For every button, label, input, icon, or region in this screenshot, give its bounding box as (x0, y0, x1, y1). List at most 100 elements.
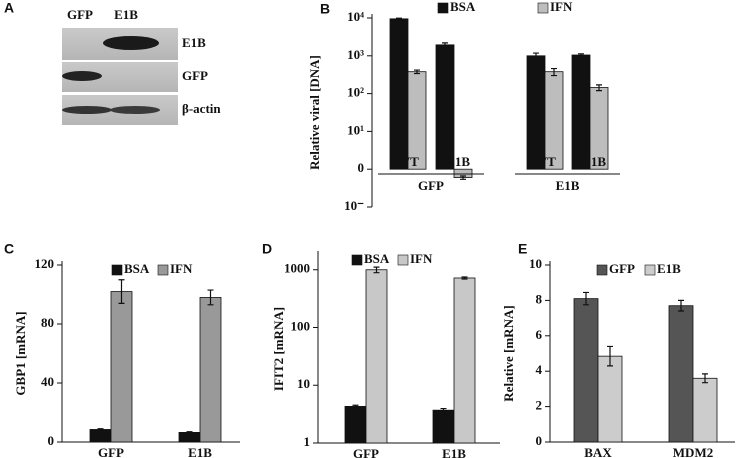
error-bar (533, 52, 539, 60)
y-tick-label: 10² (347, 85, 364, 100)
error-bar (596, 84, 602, 92)
y-tick-label: 10⁻ (344, 198, 364, 213)
error-bar (207, 289, 214, 306)
legend-swatch (351, 254, 363, 266)
bar (344, 406, 367, 444)
x-tick-label: BAX (584, 445, 612, 458)
y-tick-label: 10 (297, 376, 310, 391)
error-bar (702, 373, 708, 384)
y-axis-title: GBP1 [mRNA] (13, 311, 28, 395)
panel-letter: D (262, 241, 272, 257)
y-tick-label: 1 (304, 434, 311, 449)
blot-band (62, 71, 102, 81)
blot-column-label: GFP (67, 7, 93, 22)
x-tick-label: MDM2 (673, 445, 713, 458)
bar (365, 269, 388, 444)
y-tick-label: 2 (536, 398, 543, 413)
y-tick-label: 1000 (284, 261, 310, 276)
error-bar (352, 404, 359, 409)
error-bar (607, 345, 613, 367)
y-axis-title: Relative viral [DNA] (307, 55, 322, 170)
legend-label: BSA (364, 251, 390, 266)
error-bar (583, 291, 589, 306)
bar (571, 54, 591, 170)
x-tick-label: WT (534, 154, 556, 169)
legend-swatch (596, 264, 608, 276)
x-tick-label: ΔE1B (574, 154, 606, 169)
group-label: GFP (418, 178, 444, 193)
y-tick-label: 6 (536, 327, 543, 342)
bar (389, 18, 409, 170)
error-bar (551, 67, 557, 77)
legend-swatch (397, 254, 409, 266)
x-tick-label: WT (397, 154, 419, 169)
chart-panel: C GBP1 [mRNA] 0 40 80 120 GFP E1B BSA IFN (4, 241, 240, 458)
error-bar (678, 299, 684, 312)
y-tick-label: 0 (358, 160, 365, 175)
chart-panel: D IFIT2 [mRNA] 1 10 100 1000 GFP E1B BSA IFN (262, 241, 500, 458)
error-bar (442, 42, 448, 48)
x-tick-label: GFP (98, 445, 124, 458)
bar (178, 432, 201, 443)
panel-letter: C (4, 241, 14, 257)
y-tick-label: 40 (41, 374, 54, 389)
y-tick-label: 10³ (347, 47, 364, 62)
bar (432, 409, 455, 444)
y-tick-label: 4 (536, 362, 543, 377)
blot-row-label: E1B (182, 35, 206, 50)
blot-row-label: GFP (182, 68, 208, 83)
legend-swatch (537, 2, 549, 14)
panel-a: A GFP E1B E1B GFP β-actin (4, 0, 221, 125)
y-tick-label: 10¹ (347, 122, 364, 137)
bar (526, 55, 546, 170)
error-bar (118, 279, 125, 304)
legend-label: GFP (609, 261, 635, 276)
x-tick-label: ΔE1B (438, 154, 470, 169)
y-tick-label: 8 (536, 291, 543, 306)
error-bar (460, 175, 466, 180)
legend-swatch (157, 264, 169, 276)
y-tick-label: 0 (48, 433, 55, 448)
x-tick-label: E1B (188, 445, 212, 458)
y-tick-label: 120 (35, 256, 55, 271)
y-tick-label: 10⁴ (347, 9, 364, 24)
legend-label: IFN (550, 0, 573, 14)
bar (435, 44, 455, 170)
y-tick-label: 80 (41, 315, 54, 330)
y-axis-title: Relative [mRNA] (501, 305, 516, 401)
y-tick-label: 0 (536, 433, 543, 448)
panel-letter: B (320, 1, 330, 17)
bar (668, 305, 694, 443)
error-bar (97, 428, 104, 431)
legend-swatch (111, 264, 123, 276)
legend-label: E1B (657, 261, 681, 276)
error-bar (440, 407, 447, 413)
y-tick-label: 100 (291, 318, 311, 333)
panel-letter: E (518, 241, 527, 257)
panel-letter: A (4, 0, 14, 16)
legend-swatch (644, 264, 656, 276)
bar (573, 298, 599, 443)
blot-band (62, 106, 112, 114)
legend-label: IFN (170, 261, 193, 276)
group-label: E1B (556, 178, 580, 193)
bar (199, 297, 222, 443)
error-bar (461, 276, 468, 280)
x-tick-label: E1B (442, 446, 466, 458)
error-bar (414, 69, 420, 75)
y-tick-label: 10 (529, 256, 542, 271)
error-bar (186, 431, 193, 434)
blot-band (103, 36, 159, 50)
blot-column-label: E1B (114, 7, 138, 22)
bar (110, 291, 133, 443)
bar (89, 429, 112, 443)
error-bar (373, 266, 380, 274)
blot-band (110, 106, 160, 114)
bar (692, 377, 718, 443)
bar (597, 355, 623, 443)
x-tick-label: GFP (353, 446, 379, 458)
chart-panel: E Relative [mRNA] 0 2 4 6 8 10 BAX MDM2 GFP E1B (501, 241, 735, 458)
legend-swatch (437, 2, 449, 14)
legend-label: BSA (124, 261, 150, 276)
